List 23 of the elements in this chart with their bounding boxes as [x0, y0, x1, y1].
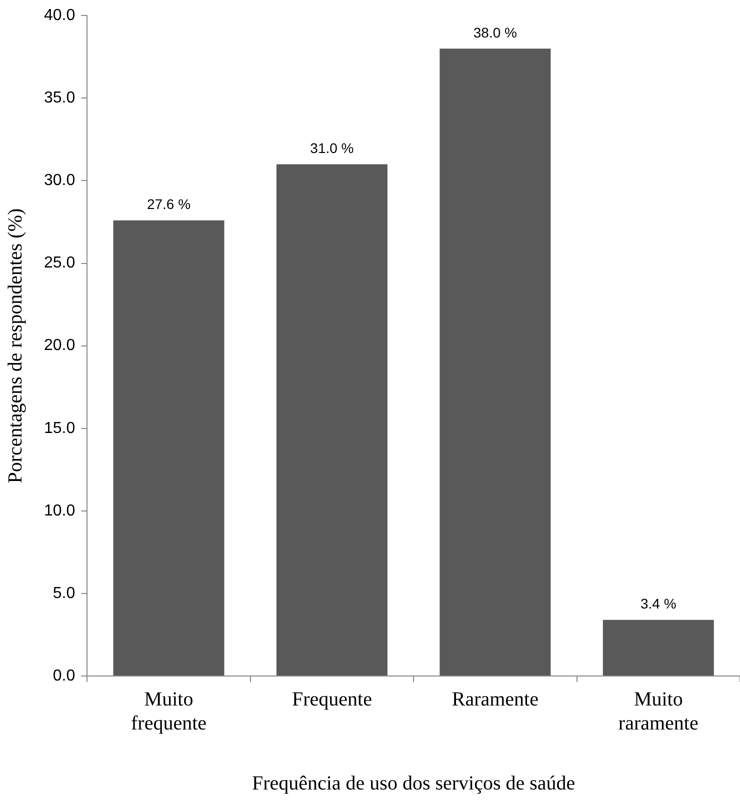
y-tick-label: 40.0	[44, 7, 76, 24]
x-tick-label: Muito frequente	[130, 688, 207, 734]
y-axis-title: Porcentagens de respondentes (%)	[4, 208, 26, 484]
y-tick-label: 35.0	[44, 90, 76, 107]
data-label: 3.4 %	[640, 596, 676, 612]
x-tick-label: Frequente	[292, 688, 372, 710]
data-label: 31.0 %	[310, 140, 354, 156]
y-tick-label: 25.0	[44, 254, 76, 272]
data-label: 38.0 %	[473, 24, 517, 40]
x-axis-title: Frequência de uso dos serviços de saúde	[252, 772, 576, 794]
y-tick-label: 15.0	[44, 420, 76, 437]
bar	[113, 220, 224, 676]
y-tick-label: 5.0	[52, 584, 76, 602]
y-tick-label: 0.0	[52, 667, 76, 684]
y-tick-label: 30.0	[44, 172, 76, 190]
bar	[602, 620, 714, 676]
y-tick-label: 20.0	[44, 337, 76, 354]
x-tick-label: Raramente	[452, 688, 539, 710]
data-label: 27.6 %	[146, 196, 191, 212]
bar	[276, 164, 388, 676]
x-tick-label: Muito raramente	[618, 688, 698, 734]
y-tick-label: 10.0	[44, 502, 76, 520]
bar	[440, 48, 551, 676]
